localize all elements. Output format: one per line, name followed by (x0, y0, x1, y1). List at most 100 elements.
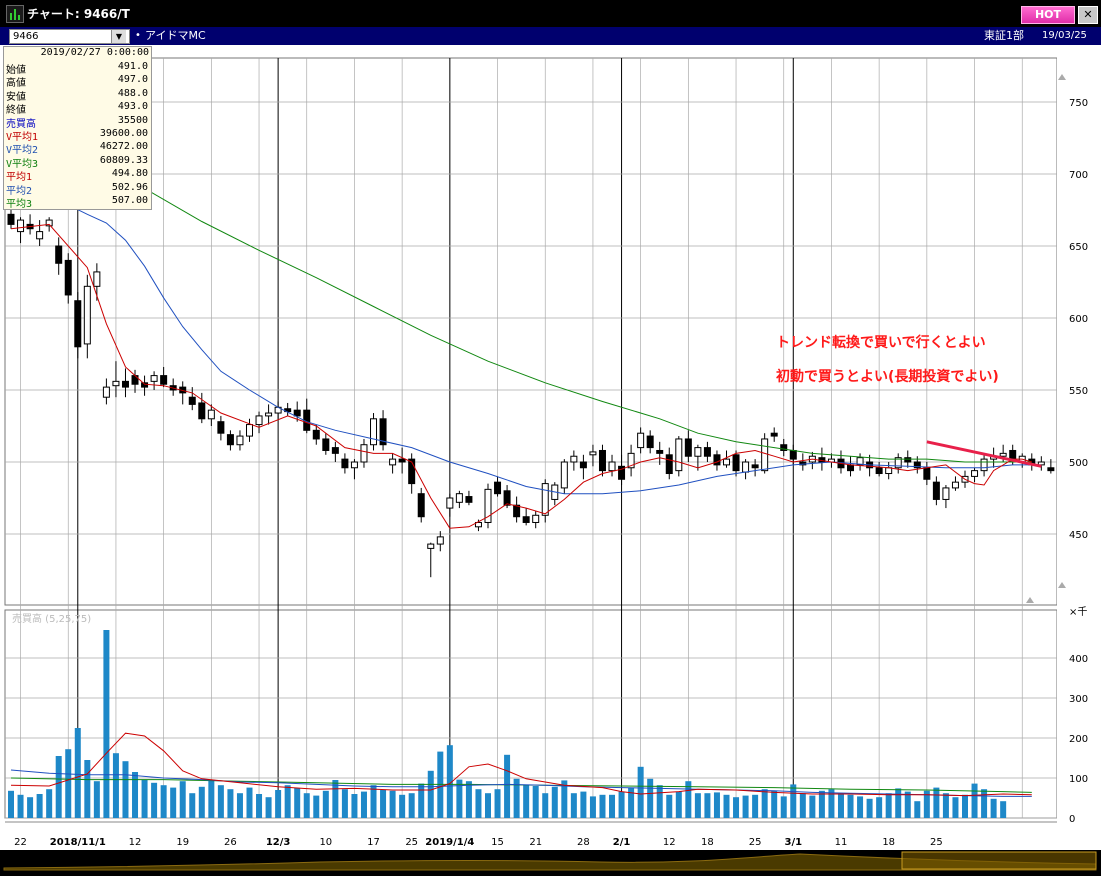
info-value: 494.80 (111, 168, 148, 180)
info-label: 平均1 (6, 172, 33, 184)
info-label: 平均3 (6, 199, 33, 210)
volume-bar (313, 795, 320, 818)
candle-body (455, 493, 463, 503)
x-tick-label: 28 (577, 837, 590, 848)
candle-body (112, 380, 120, 387)
candle-body (637, 432, 645, 449)
candle-body (93, 271, 101, 287)
price-pane[interactable] (4, 57, 1058, 606)
ohlc-info-panel: 2019/02/27 0:00:00 始値 491.0 高値 497.0 安値 488.0… (3, 46, 152, 210)
price-tick-label: 750 (1069, 98, 1088, 109)
volume-bar (160, 785, 167, 818)
x-tick-label: 18 (701, 837, 714, 848)
title-bar[interactable]: チャート: 9466/T HOT ✕ (0, 0, 1101, 28)
volume-bar (55, 756, 62, 818)
volume-bar (141, 780, 148, 818)
volume-bar (895, 788, 902, 818)
info-value: 502.96 (111, 181, 148, 193)
info-value: 60809.33 (99, 154, 148, 166)
volume-bar (570, 793, 577, 818)
volume-bar (485, 793, 491, 818)
volume-bar (427, 770, 434, 818)
candle-body (656, 449, 664, 454)
info-row: 平均1 494.80 (6, 168, 149, 184)
x-tick-label: 3/1 (784, 837, 802, 848)
volume-bar (771, 790, 778, 818)
x-tick-label: 17 (367, 837, 380, 848)
candle-body (579, 461, 587, 469)
volume-bar (599, 794, 606, 818)
candle-body (789, 449, 797, 460)
candle-body (427, 543, 435, 549)
x-tick-label: 19 (176, 837, 189, 848)
candle-body (913, 461, 921, 469)
candle-body (799, 461, 807, 466)
close-button[interactable]: ✕ (1078, 6, 1098, 24)
chevron-down-icon[interactable]: ▼ (111, 30, 126, 43)
candle-body (484, 488, 492, 523)
candle-body (312, 429, 320, 440)
symbol-code-input[interactable]: 9466 (9, 29, 130, 44)
candle-body (293, 409, 301, 417)
candle-body (589, 451, 597, 456)
volume-bar (637, 766, 644, 818)
info-label: 始値 (6, 65, 26, 76)
info-label: 売買高 (6, 118, 36, 130)
candle-body (150, 375, 158, 382)
info-label: 高値 (6, 78, 26, 90)
volume-bar (93, 781, 100, 818)
candle-body (436, 536, 444, 545)
volume-bar (589, 796, 596, 818)
volume-bar (332, 780, 339, 818)
x-tick-label: 2018/11/1 (50, 837, 106, 848)
info-label: V平均2 (6, 145, 39, 157)
scroll-up-icon[interactable] (1058, 74, 1066, 80)
candle-body (894, 457, 902, 469)
info-row: 安値 488.0 (6, 88, 149, 103)
candle-body (350, 461, 358, 469)
vma2-line (10, 769, 1032, 797)
volume-bar (618, 791, 625, 818)
volume-bar (866, 798, 873, 818)
hot-button[interactable]: HOT (1021, 6, 1075, 24)
candle-body (141, 382, 149, 388)
volume-bar (8, 790, 14, 818)
volume-bar (532, 786, 539, 818)
volume-bar (847, 794, 854, 818)
candle-body (446, 497, 454, 509)
x-tick-label: 25 (930, 837, 943, 848)
volume-bar (885, 793, 892, 818)
market-label: 東証1部 (984, 29, 1024, 42)
volume-bar (733, 797, 740, 818)
volume-bar (227, 789, 234, 818)
volume-bar (265, 797, 272, 818)
candle-body (265, 412, 273, 417)
volume-bar (189, 793, 196, 818)
volume-bar (322, 790, 329, 818)
volume-bar (399, 794, 406, 818)
candle-body (885, 467, 893, 475)
stock-chart[interactable]: 450 500 550 600 650 700 750 0 100 200 300 400 ×千売買高 … (0, 45, 1101, 850)
info-label: V平均3 (6, 158, 39, 170)
info-label: 平均2 (6, 185, 33, 197)
candle-body (932, 481, 940, 500)
volume-bar (27, 797, 34, 818)
x-tick-label: 26 (224, 837, 237, 848)
volume-bar (837, 793, 844, 818)
candle-body (360, 444, 368, 463)
volume-bar (523, 785, 530, 818)
scroll-up-icon[interactable] (1058, 582, 1066, 588)
info-label: 終値 (6, 105, 26, 117)
price-tick-label: 700 (1069, 170, 1088, 181)
scroll-navigator[interactable] (0, 850, 1101, 872)
candle-body (627, 452, 635, 469)
candle-body (847, 464, 855, 472)
volume-bar (799, 793, 806, 818)
ma2-line (10, 187, 1032, 495)
x-tick-label: 21 (529, 837, 542, 848)
candle-body (121, 380, 129, 388)
symbol-toolbar (0, 27, 1101, 45)
info-label: V平均1 (6, 132, 39, 143)
navigator-window-handle[interactable] (901, 851, 1097, 870)
scroll-up-icon[interactable] (1026, 597, 1034, 603)
